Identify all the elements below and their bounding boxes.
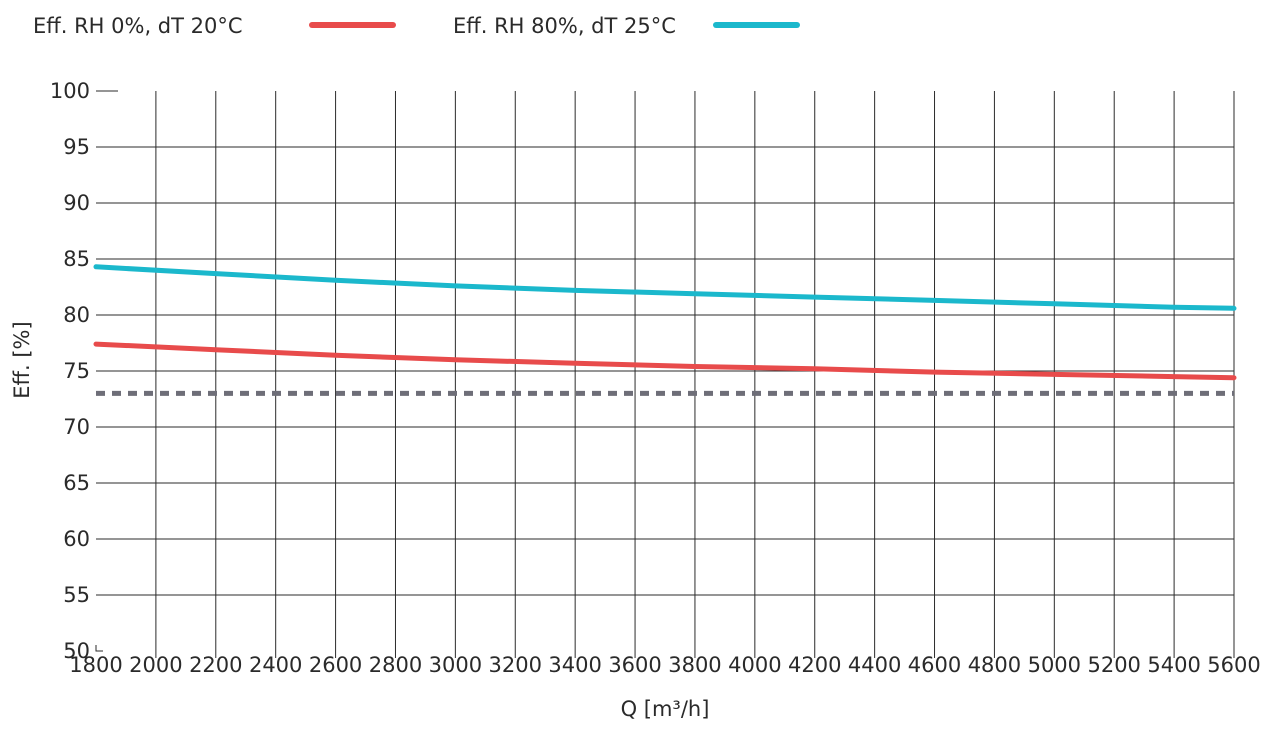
y-tick-label: 50 <box>63 639 90 663</box>
x-tick-label: 1800 <box>69 653 122 677</box>
series-layer <box>93 264 1237 396</box>
y-tick-label: 75 <box>63 359 90 383</box>
x-tick-label: 3800 <box>668 653 721 677</box>
x-tick-label: 2400 <box>249 653 302 677</box>
series-line-0 <box>93 341 1237 381</box>
y-tick-label: 85 <box>63 247 90 271</box>
x-tick-label: 4200 <box>788 653 841 677</box>
x-tick-label: 4600 <box>908 653 961 677</box>
y-tick-label: 65 <box>63 471 90 495</box>
x-tick-label: 3200 <box>489 653 542 677</box>
x-tick-label: 2600 <box>309 653 362 677</box>
legend-label: Eff. RH 0%, dT 20°C <box>33 14 243 38</box>
y-tick-label: 70 <box>63 415 90 439</box>
y-tick-label: 100 <box>50 79 90 103</box>
y-tick-label: 60 <box>63 527 90 551</box>
axes <box>95 90 118 652</box>
x-tick-labels: 1800 2000 2200 2400 2600 2800 3000 3200 3400 3600… <box>69 653 1260 677</box>
axis-origin-corner <box>95 645 103 652</box>
x-tick-label: 4800 <box>968 653 1021 677</box>
x-tick-label: 5000 <box>1028 653 1081 677</box>
x-tick-label: 3600 <box>608 653 661 677</box>
y-tick-label: 55 <box>63 583 90 607</box>
x-tick-label: 3400 <box>548 653 601 677</box>
y-tick-label: 90 <box>63 191 90 215</box>
x-tick-label: 2200 <box>189 653 242 677</box>
x-tick-label: 5600 <box>1207 653 1260 677</box>
series-line-1 <box>93 264 1237 311</box>
y-tick-label: 95 <box>63 135 90 159</box>
x-tick-label: 2800 <box>369 653 422 677</box>
x-tick-label: 3000 <box>429 653 482 677</box>
x-tick-label: 4000 <box>728 653 781 677</box>
y-tick-labels: 50 55 60 65 70 75 80 85 90 95 100 <box>50 79 90 663</box>
x-axis-label: Q [m³/h] <box>621 697 710 721</box>
x-tick-label: 2000 <box>129 653 182 677</box>
grid <box>96 91 1235 658</box>
x-tick-label: 4400 <box>848 653 901 677</box>
y-axis-label: Eff. [%] <box>10 321 34 398</box>
y-tick-label: 80 <box>63 303 90 327</box>
x-tick-label: 5200 <box>1087 653 1140 677</box>
legend-label: Eff. RH 80%, dT 25°C <box>453 14 676 38</box>
x-tick-label: 5400 <box>1147 653 1200 677</box>
legend: Eff. RH 0%, dT 20°C Eff. RH 80%, dT 25°C <box>33 14 800 38</box>
